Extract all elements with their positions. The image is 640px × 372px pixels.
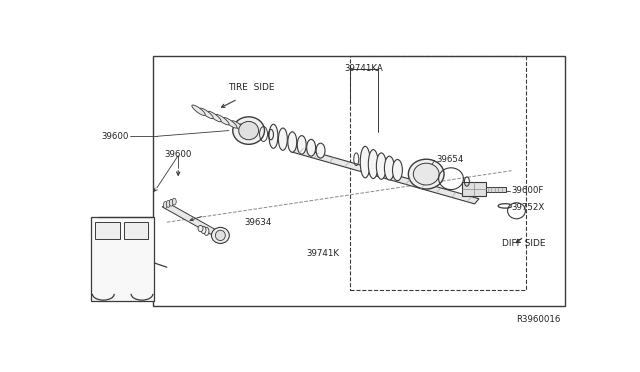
Ellipse shape bbox=[223, 118, 237, 128]
Ellipse shape bbox=[216, 230, 225, 241]
Text: 39600: 39600 bbox=[101, 132, 129, 141]
Bar bbox=[486, 187, 506, 192]
Ellipse shape bbox=[376, 153, 387, 179]
Text: 39654: 39654 bbox=[436, 155, 463, 164]
Ellipse shape bbox=[288, 132, 297, 152]
Ellipse shape bbox=[163, 202, 167, 208]
Text: 39600: 39600 bbox=[164, 150, 192, 158]
Bar bbox=[462, 182, 486, 196]
Text: 39600F: 39600F bbox=[511, 186, 544, 195]
Text: 39752X: 39752X bbox=[511, 203, 545, 212]
Bar bbox=[95, 222, 120, 240]
Ellipse shape bbox=[413, 163, 439, 185]
Ellipse shape bbox=[216, 115, 229, 125]
Ellipse shape bbox=[172, 198, 176, 205]
Polygon shape bbox=[162, 203, 220, 235]
Ellipse shape bbox=[297, 136, 306, 154]
Ellipse shape bbox=[166, 201, 170, 207]
Ellipse shape bbox=[200, 108, 213, 119]
Text: 39634: 39634 bbox=[245, 218, 272, 227]
Ellipse shape bbox=[211, 227, 229, 243]
Text: DIFF SIDE: DIFF SIDE bbox=[502, 239, 546, 248]
Ellipse shape bbox=[239, 121, 259, 140]
Text: R3960016: R3960016 bbox=[516, 315, 560, 324]
Ellipse shape bbox=[278, 128, 287, 150]
Ellipse shape bbox=[368, 150, 378, 179]
Ellipse shape bbox=[192, 105, 205, 115]
Text: 39741K: 39741K bbox=[307, 249, 340, 258]
Ellipse shape bbox=[307, 140, 316, 156]
Ellipse shape bbox=[316, 143, 325, 158]
Text: 39741KA: 39741KA bbox=[345, 64, 383, 73]
Text: TIRE  SIDE: TIRE SIDE bbox=[228, 83, 275, 92]
Ellipse shape bbox=[269, 124, 278, 148]
Ellipse shape bbox=[392, 160, 403, 181]
Ellipse shape bbox=[408, 159, 444, 189]
Ellipse shape bbox=[198, 225, 203, 232]
Ellipse shape bbox=[239, 124, 253, 134]
Ellipse shape bbox=[204, 227, 209, 235]
Ellipse shape bbox=[385, 156, 394, 180]
Ellipse shape bbox=[360, 146, 370, 178]
Bar bbox=[154, 56, 565, 306]
Bar bbox=[91, 217, 154, 301]
Ellipse shape bbox=[208, 111, 221, 122]
Bar bbox=[350, 56, 526, 289]
Bar bbox=[124, 222, 148, 240]
Ellipse shape bbox=[232, 121, 245, 131]
Ellipse shape bbox=[169, 199, 173, 206]
Ellipse shape bbox=[233, 117, 264, 144]
Polygon shape bbox=[291, 147, 479, 204]
Ellipse shape bbox=[201, 227, 206, 234]
